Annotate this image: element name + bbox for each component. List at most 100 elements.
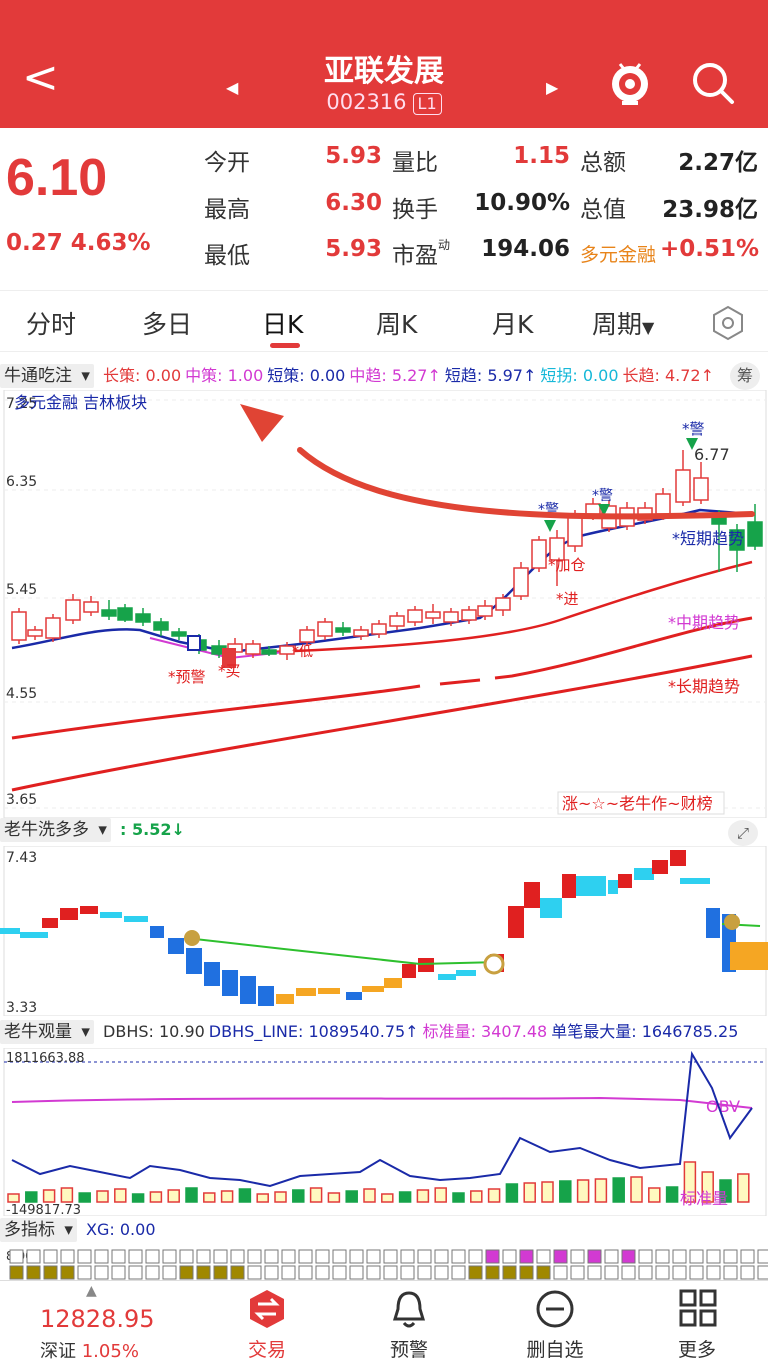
volume-bar <box>42 1189 56 1203</box>
multi-indicator-bar: 多指标 ▾ XG: 0.00 <box>0 1218 768 1246</box>
volume-bar <box>737 1173 750 1203</box>
wash-bar <box>384 978 402 988</box>
high-label: 最高 <box>204 197 250 223</box>
tab-weekly-k[interactable]: 周K <box>376 310 418 339</box>
watermark-label: 涨~☆~老牛作~财榜 <box>562 794 713 813</box>
candle-body <box>187 635 201 651</box>
market-cap-value: 23.98亿 <box>662 197 758 223</box>
back-icon[interactable]: < <box>22 52 59 103</box>
main-indicator-select[interactable]: 牛通吃注 ▾ <box>0 364 94 388</box>
signal-cell <box>94 1265 109 1280</box>
signal-cell <box>213 1249 228 1264</box>
tab-multi-day[interactable]: 多日 <box>142 310 193 339</box>
y-tick-label: 7.25 <box>6 396 37 412</box>
candle-body <box>495 597 511 611</box>
signal-cell <box>723 1249 738 1264</box>
add-position-label: *加仓 <box>548 556 586 574</box>
signal-cell <box>689 1249 704 1264</box>
signal-cell <box>111 1249 126 1264</box>
search-icon[interactable] <box>690 60 736 106</box>
candle-body <box>135 613 151 623</box>
y-tick-label: -149817.73 <box>6 1203 81 1216</box>
sector-link[interactable]: 多元金融 <box>580 244 657 266</box>
signal-cell <box>740 1249 755 1264</box>
signal-cell <box>638 1265 653 1280</box>
volume-bar <box>576 1179 590 1203</box>
main-indicator-bar: 牛通吃注 ▾ 长策: 0.00 中策: 1.00 短策: 0.00 中趋: 5.27↑… <box>0 362 768 390</box>
obv-line <box>11 1096 753 1109</box>
signal-cell <box>230 1265 245 1280</box>
wash-bar <box>80 906 98 914</box>
quote-panel <box>0 128 768 280</box>
volume-bar <box>487 1188 501 1203</box>
active-tab-indicator <box>270 343 300 348</box>
sector-label: 多元金融 吉林板块 <box>14 393 147 412</box>
signal-cell <box>213 1265 228 1280</box>
coin-icon <box>483 953 505 975</box>
signal-cell <box>179 1265 194 1280</box>
tab-daily-k[interactable]: 日K <box>262 310 304 339</box>
wash-bar <box>318 988 340 994</box>
settings-hexagon-icon[interactable] <box>710 305 746 341</box>
signal-cell <box>689 1265 704 1280</box>
volume-bar <box>523 1182 536 1203</box>
prev-stock-icon[interactable]: ◀ <box>226 78 239 97</box>
bottom-nav: ▲ 12828.95 深证 1.05% 交易 预警 删自选 更多 <box>0 1280 768 1362</box>
signal-cell <box>638 1249 653 1264</box>
remove-watchlist-button[interactable]: 删自选 <box>480 1281 630 1361</box>
signal-cell <box>26 1249 41 1264</box>
wash-bar <box>540 898 562 918</box>
trade-button[interactable]: 交易 <box>192 1281 342 1361</box>
signal-cell <box>434 1249 449 1264</box>
signal-cell <box>468 1249 483 1264</box>
chart-frame <box>3 390 767 818</box>
alert-button[interactable]: 预警 <box>334 1281 484 1361</box>
signal-cell <box>196 1249 211 1264</box>
volume-bar <box>220 1190 234 1203</box>
wash-bar <box>346 992 362 1000</box>
multi-indicator-select[interactable]: 多指标 ▾ <box>0 1218 77 1242</box>
wash-bar <box>576 876 606 896</box>
signal-cell <box>723 1265 738 1280</box>
candle-body <box>117 607 133 621</box>
bell-icon <box>392 1291 426 1328</box>
signal-cell <box>9 1249 24 1264</box>
signal-cell <box>179 1249 194 1264</box>
next-stock-icon[interactable]: ▶ <box>546 78 559 97</box>
signal-cell <box>281 1265 296 1280</box>
signal-cell <box>434 1265 449 1280</box>
signal-cell <box>570 1265 585 1280</box>
indicator-param: 中趋: 5.27↑ <box>349 366 441 385</box>
signal-cell <box>400 1249 415 1264</box>
tab-intraday[interactable]: 分时 <box>26 310 77 339</box>
wash-bar <box>706 908 720 938</box>
tab-period[interactable]: 周期▼ <box>592 310 655 339</box>
volume-bar <box>149 1191 163 1203</box>
y-tick-label: 3.65 <box>6 792 37 808</box>
candle-body <box>83 601 99 613</box>
signal-cell <box>417 1249 432 1264</box>
volume-bar <box>683 1161 697 1203</box>
pe-value: 194.06 <box>481 236 570 262</box>
expand-icon[interactable]: ⤢ <box>728 820 758 846</box>
volume-indicator-select[interactable]: 老牛观量 ▾ <box>0 1020 94 1044</box>
indicator-param: 标准量: 3407.48 <box>422 1022 548 1041</box>
amount-value: 2.27亿 <box>678 150 758 176</box>
more-button[interactable]: 更多 <box>622 1281 768 1361</box>
chip-distribution-button[interactable]: 筹 <box>730 362 760 390</box>
mascot-icon[interactable] <box>606 58 654 106</box>
signal-cell <box>366 1249 381 1264</box>
price-change: 0.27 4.63% <box>6 230 151 256</box>
candle-body <box>261 649 277 655</box>
index-value[interactable]: 12828.95 <box>40 1305 155 1333</box>
volume-bar <box>238 1188 252 1203</box>
candle-body <box>335 627 351 633</box>
volume-bar <box>648 1187 661 1203</box>
signal-cell <box>672 1265 687 1280</box>
warn-marker: *警 <box>682 420 705 438</box>
tab-monthly-k[interactable]: 月K <box>492 310 534 339</box>
wash-indicator-select[interactable]: 老牛洗多多 ▾ <box>0 818 111 842</box>
volume-bar <box>203 1192 216 1203</box>
signal-cell <box>332 1265 347 1280</box>
